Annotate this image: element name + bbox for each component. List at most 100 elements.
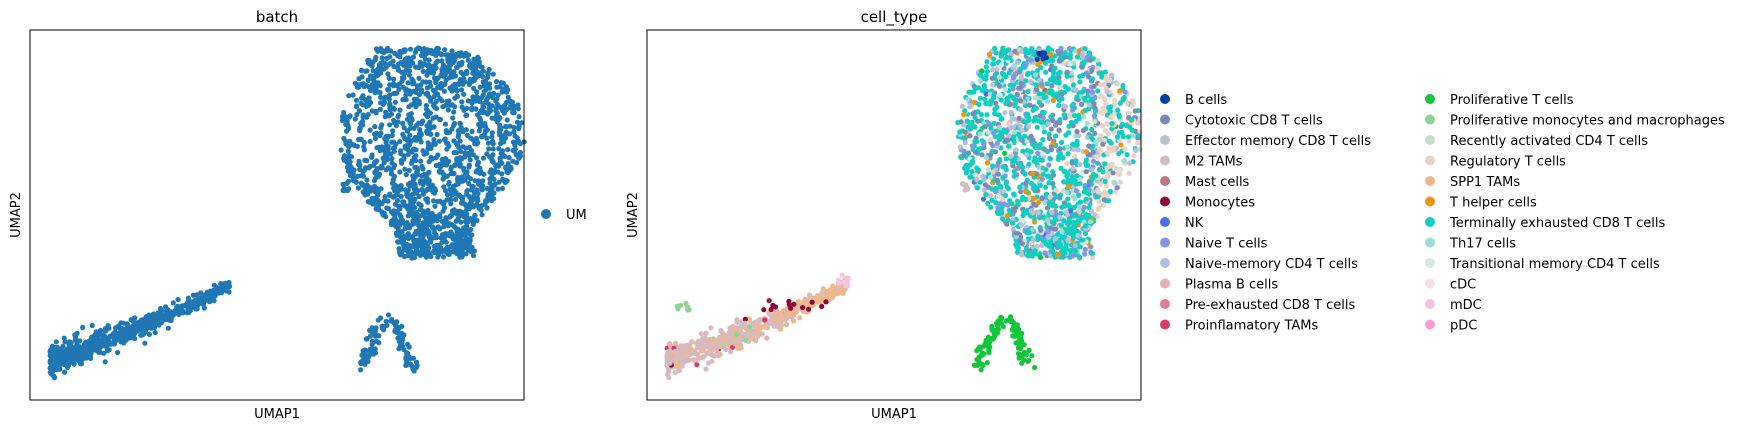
batch-point [353, 179, 359, 185]
batch-point [395, 119, 401, 125]
cell-type-point [988, 98, 994, 104]
batch-point [408, 139, 414, 145]
batch-point [433, 155, 439, 161]
cell-type-point [1057, 85, 1063, 91]
cell-type-point [1077, 199, 1084, 205]
batch-point [365, 111, 371, 118]
cell-type-point [984, 69, 990, 75]
cell-type-point [703, 330, 709, 336]
batch-point [407, 91, 413, 97]
cell-type-point [992, 110, 998, 117]
batch-point [61, 335, 67, 341]
batch-point [403, 97, 409, 103]
batch-point [510, 139, 516, 145]
cell-type-point [1057, 214, 1063, 220]
cell-type-point [766, 298, 772, 304]
batch-point [430, 115, 436, 121]
cell-type-point [1120, 82, 1126, 89]
cell-type-point [1070, 193, 1077, 200]
batch-point [346, 93, 352, 99]
batch-point [508, 99, 514, 105]
batch-point [456, 158, 462, 164]
batch-point [502, 102, 508, 108]
cell-type-point [995, 205, 1001, 211]
cell-type-point [1109, 72, 1115, 78]
batch-point [425, 207, 431, 214]
cell-type-point [1003, 129, 1009, 135]
batch-point [375, 82, 381, 88]
cell-type-point [1006, 70, 1012, 76]
cell-type-point [1035, 210, 1041, 216]
cell-type-point [1000, 175, 1006, 181]
cell-type-point [1022, 46, 1029, 52]
cell-type-point [1085, 162, 1091, 168]
batch-point [385, 312, 392, 318]
cell-type-point [1077, 180, 1083, 187]
batch-point [466, 80, 472, 86]
cell-type-point [983, 64, 989, 70]
cell-type-point [1010, 320, 1017, 326]
batch-point [411, 219, 417, 225]
batch-point [356, 161, 362, 168]
batch-point [402, 56, 409, 62]
batch-point [395, 335, 401, 341]
cell-type-point [1106, 138, 1112, 144]
cell-type-point [1060, 155, 1066, 161]
batch-point [455, 174, 461, 180]
batch-point [429, 210, 435, 217]
cell-type-point [1020, 164, 1026, 171]
cell-type-point [1048, 147, 1055, 153]
cell-type-point [1034, 56, 1040, 63]
cell-type-point [1129, 116, 1135, 122]
batch-point [460, 81, 466, 87]
cell-type-point [817, 296, 823, 302]
cell-type-point [1019, 127, 1025, 133]
batch-point [469, 105, 475, 111]
batch-point [427, 96, 434, 102]
cell-type-point [682, 350, 688, 356]
batch-point [395, 239, 401, 245]
batch-point [437, 212, 443, 218]
cell-type-point [716, 339, 722, 345]
cell-type-point [1015, 326, 1022, 333]
batch-point [370, 162, 377, 168]
cell-type-point [684, 304, 691, 310]
batch-point [449, 192, 455, 198]
batch-point [511, 129, 517, 135]
cell-type-point [727, 337, 733, 343]
batch-point [373, 46, 379, 52]
cell-type-point [1053, 187, 1059, 193]
batch-point [442, 47, 448, 53]
cell-type-point [800, 305, 806, 311]
cell-type-point [1124, 101, 1130, 107]
batch-point [359, 74, 365, 80]
cell-type-point [1096, 136, 1103, 142]
batch-point [106, 347, 112, 353]
batch-point [347, 159, 353, 165]
batch-point [360, 102, 366, 108]
cell-type-point [991, 56, 997, 62]
cell-type-point [1059, 234, 1065, 240]
batch-point [403, 234, 409, 240]
batch-point [178, 308, 184, 314]
batch-point [441, 88, 447, 94]
cell-type-point [1077, 161, 1083, 167]
batch-point [342, 153, 348, 159]
cell-type-point [995, 194, 1001, 200]
cell-type-point [783, 321, 790, 328]
cell-type-point [1018, 334, 1024, 340]
batch-point [184, 303, 190, 309]
cell-type-point [1005, 137, 1011, 143]
batch-point [347, 172, 354, 178]
batch-x-axis-label: UMAP1 [254, 407, 300, 422]
batch-point [412, 164, 418, 170]
batch-point [476, 128, 482, 134]
batch-point [480, 92, 486, 98]
batch-point [470, 66, 476, 72]
batch-point [405, 252, 411, 258]
cell-type-point [1104, 89, 1110, 95]
batch-point [352, 116, 358, 122]
batch-point [401, 125, 407, 131]
cell-type-point [1058, 222, 1064, 228]
cell-type-point [980, 196, 987, 202]
